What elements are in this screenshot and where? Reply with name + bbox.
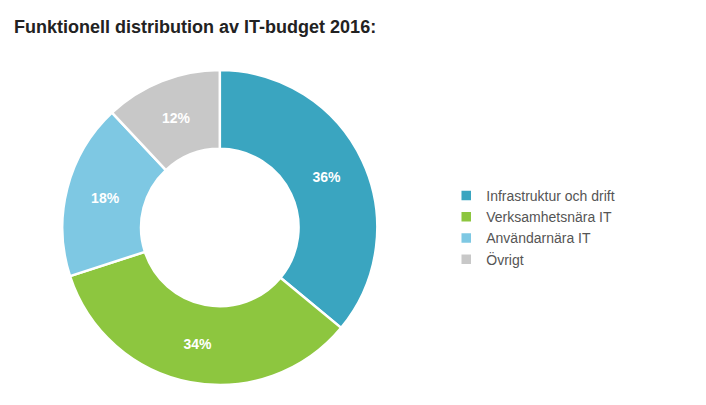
svg-text:18%: 18% (91, 190, 120, 206)
svg-text:Användarnära IT: Användarnära IT (486, 230, 591, 246)
svg-text:36%: 36% (312, 169, 341, 185)
svg-text:Övrigt: Övrigt (486, 251, 523, 268)
svg-text:12%: 12% (162, 110, 191, 126)
svg-text:Funktionell distribution av IT: Funktionell distribution av IT-budget 20… (14, 17, 376, 37)
svg-text:Infrastruktur och drift: Infrastruktur och drift (486, 188, 614, 204)
svg-text:34%: 34% (183, 336, 212, 352)
svg-text:Verksamhetsnära IT: Verksamhetsnära IT (486, 209, 612, 225)
